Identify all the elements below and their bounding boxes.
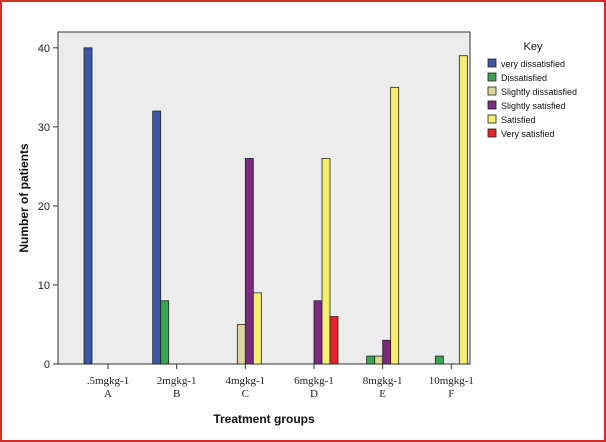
bar-very-dissatisfied <box>152 110 162 365</box>
x-category-letter: B <box>173 388 180 400</box>
legend-label: very dissatisfied <box>501 59 565 69</box>
bar-very-dissatisfied <box>83 47 93 365</box>
bar-slightly-satisfied <box>313 300 323 365</box>
x-category-letter: A <box>104 388 112 400</box>
bar-slightly-satisfied <box>244 158 254 365</box>
y-axis-title: Number of patients <box>17 143 31 253</box>
bar-satisfied <box>458 55 468 365</box>
plot-area <box>57 31 471 365</box>
bar-dissatisfied <box>434 355 444 365</box>
bar-slightly-dissatisfied <box>236 324 246 365</box>
x-category-letter: D <box>310 388 318 400</box>
legend-swatch <box>487 86 497 96</box>
x-category-letter: F <box>448 388 454 400</box>
bar-dissatisfied <box>366 355 376 365</box>
bar-dissatisfied <box>160 300 170 365</box>
legend-swatch <box>487 72 497 82</box>
y-tick-label: 10 <box>38 280 50 292</box>
bar-slightly-satisfied <box>382 339 392 365</box>
legend-label: Slightly satisfied <box>501 101 566 111</box>
y-tick-label: 40 <box>38 43 50 55</box>
y-tick-label: 20 <box>38 201 50 213</box>
y-axis: 0 10 20 30 40 <box>38 43 58 371</box>
y-tick-label: 0 <box>44 359 50 371</box>
y-tick-label: 30 <box>38 122 50 134</box>
x-axis-title: Treatment groups <box>213 412 315 426</box>
legend-swatch <box>487 114 497 124</box>
legend-swatch <box>487 128 497 138</box>
x-category-label: 2mgkg-1 <box>157 375 197 387</box>
legend-label: Very satisfied <box>501 129 555 139</box>
x-category-label: 6mgkg-1 <box>294 375 334 387</box>
bar-very-satisfied <box>329 316 339 365</box>
x-category-label: 4mgkg-1 <box>225 375 265 387</box>
bar-satisfied <box>252 292 262 365</box>
bar-slightly-dissatisfied <box>374 355 384 365</box>
x-category-label: 10mgkg-1 <box>429 375 474 387</box>
legend: Key very dissatisfied Dissatisfied Slightl… <box>487 41 577 139</box>
legend-label: Slightly dissatisfied <box>501 87 577 97</box>
legend-swatch <box>487 58 497 68</box>
legend-title: Key <box>524 41 543 53</box>
bar-satisfied <box>321 158 331 365</box>
bars-group <box>83 47 468 365</box>
x-category-letter: C <box>242 388 249 400</box>
bar-satisfied <box>390 86 400 365</box>
x-category-label: 8mgkg-1 <box>363 375 403 387</box>
legend-label: Satisfied <box>501 115 536 125</box>
x-category-label: .5mgkg-1 <box>87 375 129 387</box>
x-axis: .5mgkg-1A 2mgkg-1B 4mgkg-1C 6mgkg-1D 8mgkg-1… <box>87 364 474 400</box>
x-category-letter: E <box>379 388 386 400</box>
legend-swatch <box>487 100 497 110</box>
legend-label: Dissatisfied <box>501 73 547 83</box>
